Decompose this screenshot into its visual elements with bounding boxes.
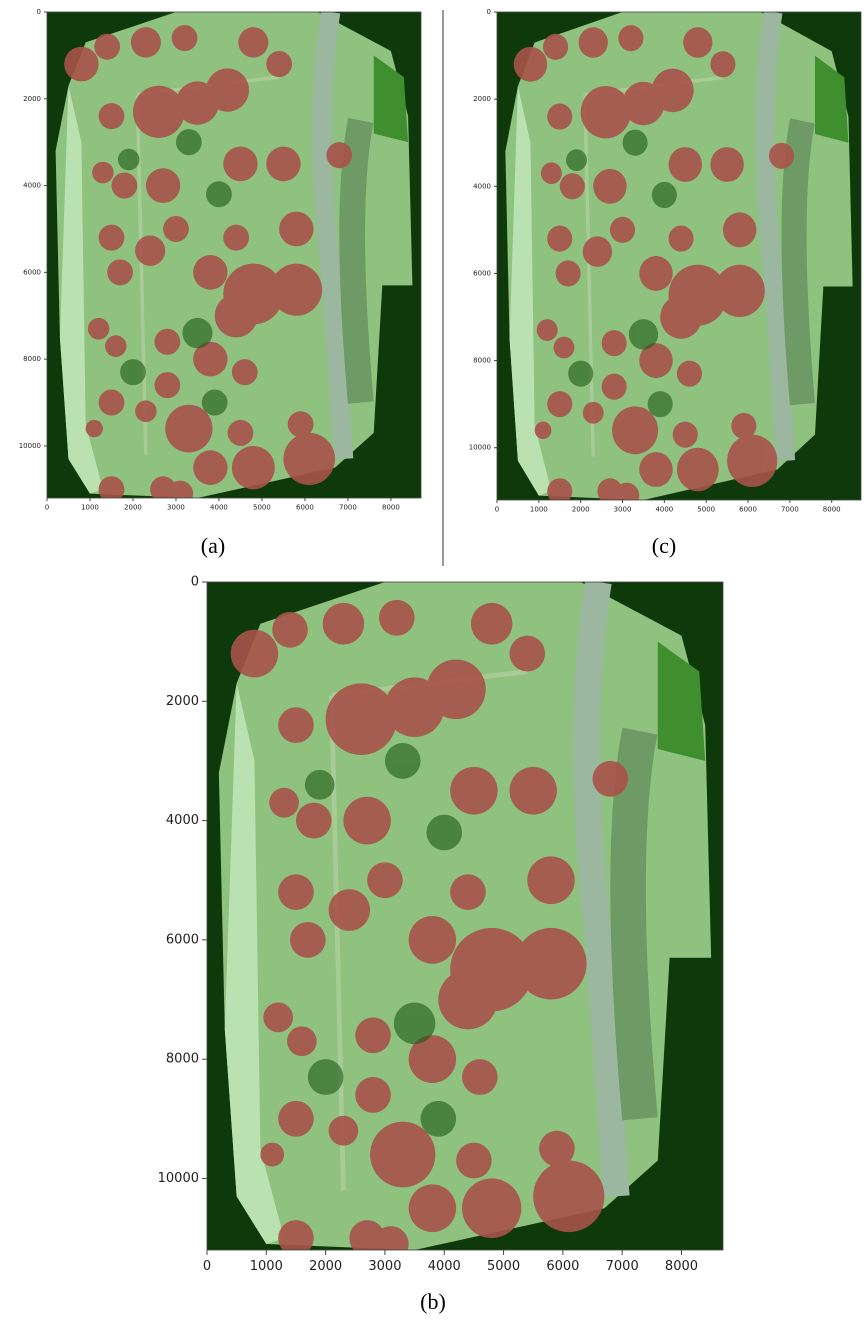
scene — [47, 12, 421, 507]
x-tick-label: 7000 — [781, 505, 799, 513]
x-tick-label: 4000 — [428, 1259, 461, 1274]
x-tick-label: 3000 — [167, 503, 185, 511]
x-tick-label: 5000 — [253, 503, 271, 511]
y-tick-label: 0 — [191, 575, 199, 590]
x-tick-label: 4000 — [210, 503, 228, 511]
x-tick-label: 3000 — [614, 505, 632, 513]
y-tick-label: 10000 — [469, 444, 491, 452]
y-tick-label: 8000 — [23, 355, 41, 363]
y-tick-label: 0 — [487, 8, 491, 16]
x-tick-label: 1000 — [81, 503, 99, 511]
y-tick-label: 0 — [37, 8, 41, 16]
x-tick-label: 2000 — [124, 503, 142, 511]
y-tick-label: 8000 — [166, 1052, 199, 1067]
y-tick-label: 6000 — [166, 932, 199, 947]
x-tick-label: 0 — [45, 503, 49, 511]
x-tick-label: 2000 — [572, 505, 590, 513]
x-tick-label: 1000 — [250, 1259, 283, 1274]
panel-label: (b) — [420, 1289, 446, 1314]
y-tick-label: 4000 — [473, 182, 491, 190]
x-tick-label: 0 — [495, 505, 499, 513]
y-tick-label: 2000 — [166, 694, 199, 709]
y-tick-label: 6000 — [23, 268, 41, 276]
y-tick-label: 8000 — [473, 357, 491, 365]
y-tick-label: 4000 — [23, 182, 41, 190]
y-tick-label: 6000 — [473, 269, 491, 277]
x-tick-label: 3000 — [368, 1259, 401, 1274]
aerial-image — [47, 12, 421, 507]
x-tick-label: 8000 — [823, 505, 841, 513]
x-tick-label: 5000 — [697, 505, 715, 513]
x-tick-label: 8000 — [382, 503, 400, 511]
y-tick-label: 10000 — [158, 1171, 199, 1186]
panel-label: (a) — [201, 533, 225, 558]
figure: 0 1000 2000 3000 4000 5000 6000 7000 8000 0 2000 40… — [0, 0, 864, 1322]
x-tick-label: 7000 — [606, 1259, 639, 1274]
x-tick-label: 6000 — [739, 505, 757, 513]
x-tick-label: 4000 — [655, 505, 673, 513]
x-tick-label: 6000 — [296, 503, 314, 511]
scene — [497, 12, 861, 509]
y-tick-label: 10000 — [19, 442, 41, 450]
x-tick-label: 7000 — [339, 503, 357, 511]
page: {"chart_data": [ {"type": "image", "labe… — [0, 0, 864, 1326]
x-tick-label: 1000 — [530, 505, 548, 513]
y-tick-label: 2000 — [23, 95, 41, 103]
aerial-image — [497, 12, 861, 509]
x-tick-label: 2000 — [309, 1259, 342, 1274]
x-tick-label: 0 — [203, 1259, 211, 1274]
panel-label: (c) — [652, 533, 676, 558]
x-tick-label: 6000 — [546, 1259, 579, 1274]
y-tick-label: 2000 — [473, 95, 491, 103]
x-tick-label: 5000 — [487, 1259, 520, 1274]
aerial-image — [207, 582, 723, 1262]
scene — [207, 582, 723, 1262]
x-tick-label: 8000 — [665, 1259, 698, 1274]
y-tick-label: 4000 — [166, 813, 199, 828]
